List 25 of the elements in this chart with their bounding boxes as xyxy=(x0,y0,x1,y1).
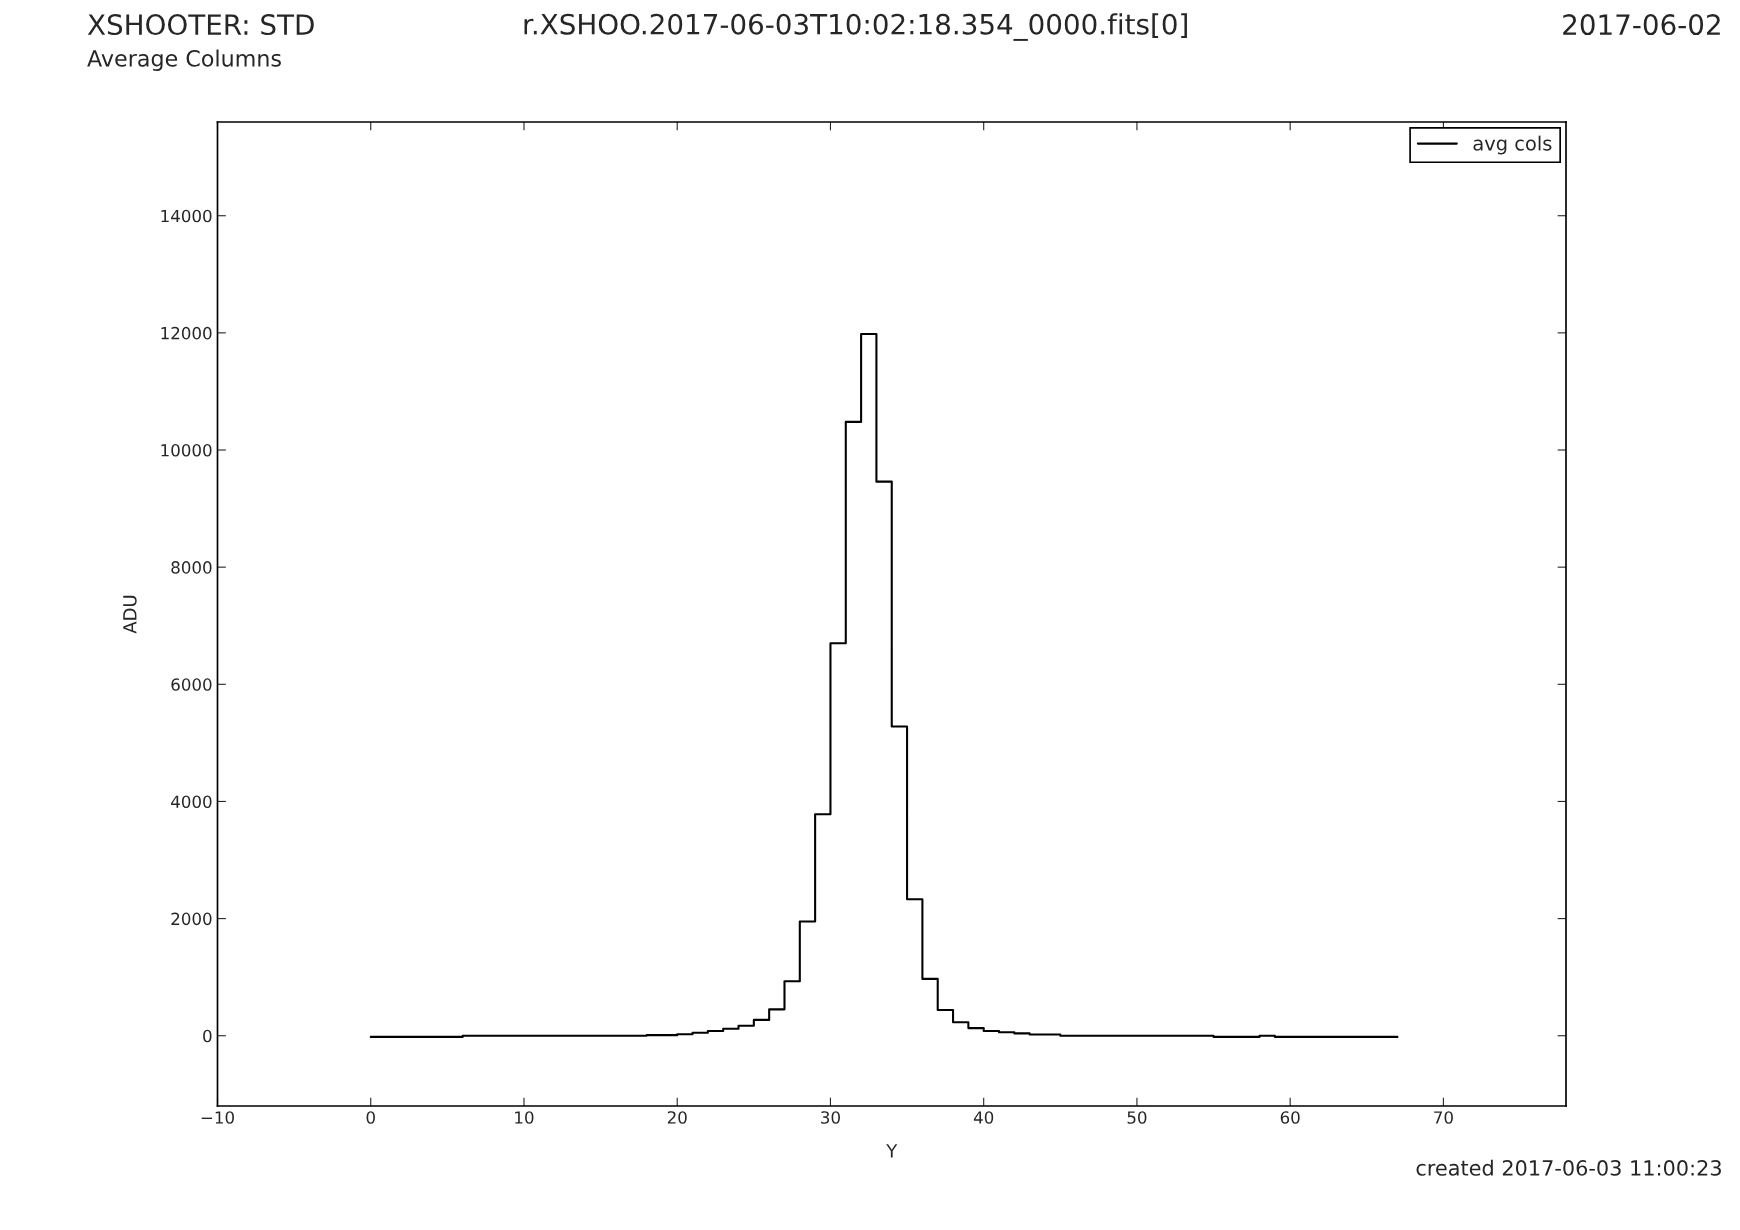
y-tick-label: 14000 xyxy=(161,209,212,223)
text: created 2017-06-03 11:00:23 xyxy=(1416,1159,1721,1176)
legend-label: avg cols xyxy=(1473,135,1552,155)
x-tick-label: 0 xyxy=(366,1111,375,1124)
y-tick-label: 8000 xyxy=(171,561,212,574)
text: r.XSHOO.2017-06-03T10:02:18.354_0000.fits[0] xyxy=(524,13,1187,41)
y-tick-label: 0 xyxy=(203,1029,212,1043)
x-tick-label: 70 xyxy=(1434,1111,1453,1124)
x-tick-label: 30 xyxy=(821,1111,840,1124)
y-tick-label: 10000 xyxy=(161,443,212,457)
y-tick-label: 6000 xyxy=(171,678,212,691)
x-tick-label: 20 xyxy=(667,1111,687,1124)
text: 2017-06-02 xyxy=(1563,14,1720,36)
chart-title: XSHOOTER: STD xyxy=(87,14,314,36)
y-tick-label: 12000 xyxy=(161,326,212,340)
y-tick-label: 4000 xyxy=(171,795,212,809)
y-axis-title: ADU xyxy=(123,595,137,634)
y-tick-label: 2000 xyxy=(171,912,212,926)
x-axis-title: Y xyxy=(886,1144,898,1158)
chart-subtitle: Average Columns xyxy=(87,49,281,72)
x-tick-label: −10 xyxy=(201,1111,234,1124)
x-tick-label: 10 xyxy=(515,1111,534,1124)
x-tick-label: 40 xyxy=(973,1111,994,1124)
x-tick-label: 50 xyxy=(1127,1111,1147,1124)
x-tick-label: 60 xyxy=(1280,1111,1300,1124)
